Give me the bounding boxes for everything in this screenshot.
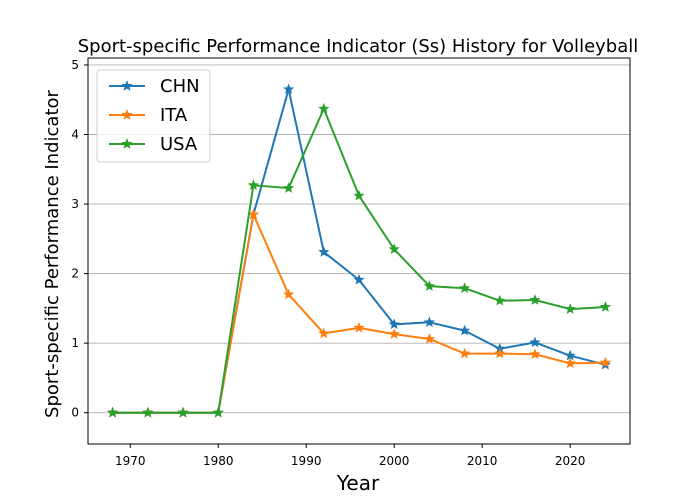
- data-point-ita: [599, 356, 611, 368]
- legend-marker-usa: [121, 138, 133, 149]
- data-point-ita: [388, 328, 400, 339]
- y-tick-label: 3: [71, 197, 79, 211]
- y-tick-label: 4: [71, 128, 79, 142]
- data-point-chn: [353, 273, 365, 285]
- data-point-ita: [353, 321, 365, 333]
- chart-title: Sport-specific Performance Indicator (Ss…: [78, 36, 639, 57]
- data-point-ita: [318, 327, 330, 339]
- x-tick-label: 2020: [555, 454, 586, 468]
- data-point-usa: [423, 280, 435, 291]
- x-tick-label: 1970: [115, 454, 146, 468]
- data-point-ita: [423, 333, 435, 344]
- data-point-usa: [283, 182, 295, 193]
- x-tick-label: 1980: [203, 454, 234, 468]
- y-tick-label: 5: [71, 58, 79, 72]
- data-point-usa: [529, 294, 541, 305]
- data-point-chn: [529, 336, 541, 348]
- data-point-usa: [599, 301, 611, 312]
- data-point-ita: [283, 288, 295, 300]
- data-point-usa: [318, 102, 330, 114]
- data-point-ita: [529, 348, 541, 360]
- data-point-usa: [388, 243, 400, 255]
- series-layer: [107, 83, 611, 418]
- data-point-chn: [388, 318, 400, 330]
- data-point-usa: [494, 294, 506, 306]
- y-axis-label: Sport-specific Performance Indicator: [42, 89, 63, 417]
- y-tick-label: 1: [71, 336, 79, 350]
- x-tick-label: 1990: [291, 454, 322, 468]
- x-tick-label: 2010: [467, 454, 498, 468]
- data-point-usa: [353, 189, 365, 201]
- data-point-ita: [458, 347, 471, 359]
- data-point-usa: [177, 406, 189, 418]
- legend-label-ita: ITA: [160, 105, 188, 126]
- data-point-chn: [423, 316, 435, 328]
- legend-marker-chn: [121, 80, 133, 91]
- data-point-usa: [458, 282, 471, 293]
- y-tick-label: 2: [71, 267, 79, 281]
- x-axis-label: Year: [336, 471, 380, 495]
- legend-box: [96, 69, 211, 163]
- plot-frame: [87, 57, 631, 445]
- legend: CHN ITA USA: [96, 69, 211, 163]
- data-point-ita: [494, 347, 506, 359]
- data-point-chn: [318, 246, 330, 257]
- legend-label-chn: CHN: [160, 76, 200, 97]
- data-point-ita: [564, 357, 576, 369]
- data-point-chn: [458, 324, 471, 336]
- y-tick-label: 0: [71, 406, 79, 420]
- data-point-usa: [212, 406, 224, 418]
- legend-marker-ita: [121, 109, 133, 120]
- legend-label-usa: USA: [160, 134, 198, 155]
- data-point-usa: [247, 179, 260, 191]
- data-point-usa: [564, 303, 576, 314]
- axes-layer: 1970 1980 1990 2000 2010 2020 0 1 2 3 4 5: [71, 57, 631, 468]
- data-point-chn: [283, 83, 295, 95]
- data-point-usa: [107, 406, 119, 418]
- x-tick-label: 2000: [379, 454, 410, 468]
- data-point-usa: [142, 406, 154, 418]
